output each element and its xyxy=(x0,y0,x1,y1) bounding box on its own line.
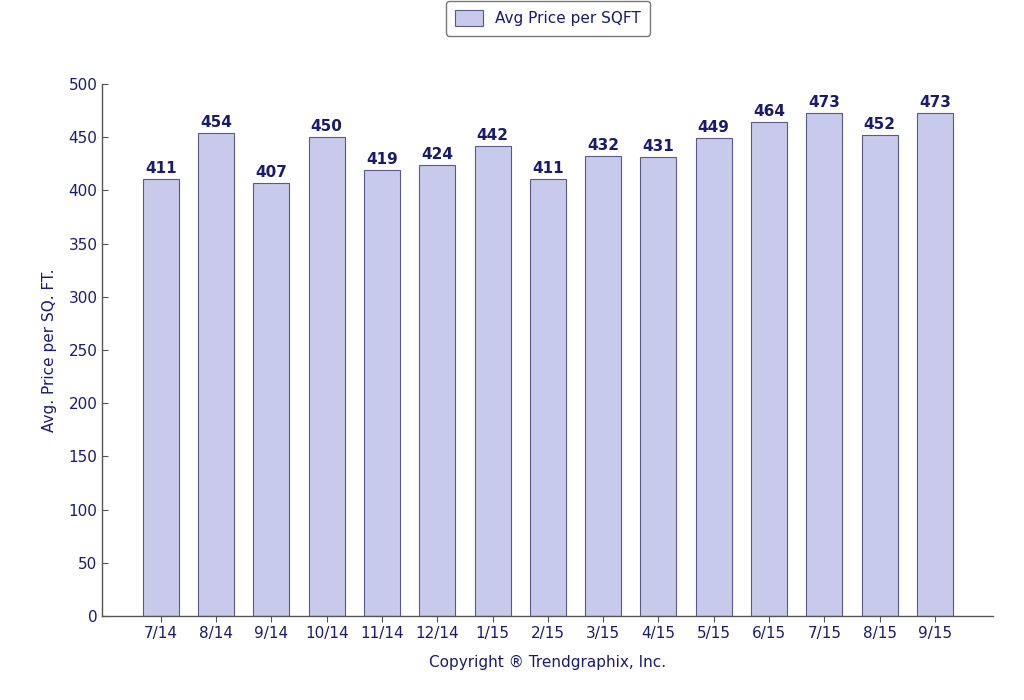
Bar xyxy=(861,135,897,616)
Bar xyxy=(474,146,511,616)
Bar xyxy=(254,183,290,616)
Text: 473: 473 xyxy=(919,94,950,109)
Text: 407: 407 xyxy=(256,164,288,180)
Y-axis label: Avg. Price per SQ. FT.: Avg. Price per SQ. FT. xyxy=(42,268,57,432)
Bar xyxy=(419,165,456,616)
Bar xyxy=(529,178,566,616)
Text: 411: 411 xyxy=(145,160,177,176)
Text: 450: 450 xyxy=(310,119,343,134)
Text: 452: 452 xyxy=(863,117,896,132)
Text: 411: 411 xyxy=(532,160,563,176)
Text: 449: 449 xyxy=(697,120,730,135)
Text: 442: 442 xyxy=(476,127,509,143)
Bar xyxy=(199,133,234,616)
Text: 419: 419 xyxy=(367,152,398,167)
Bar xyxy=(143,178,179,616)
X-axis label: Copyright ® Trendgraphix, Inc.: Copyright ® Trendgraphix, Inc. xyxy=(429,655,667,671)
Bar xyxy=(751,122,786,616)
Bar xyxy=(806,113,842,616)
Bar xyxy=(640,158,677,616)
Text: 431: 431 xyxy=(642,139,674,154)
Text: 424: 424 xyxy=(421,147,454,162)
Bar xyxy=(309,137,345,616)
Text: 432: 432 xyxy=(587,138,620,153)
Bar xyxy=(695,139,732,616)
Text: 464: 464 xyxy=(753,104,785,119)
Legend: Avg Price per SQFT: Avg Price per SQFT xyxy=(445,1,650,36)
Bar xyxy=(364,170,400,616)
Text: 454: 454 xyxy=(201,115,232,130)
Bar xyxy=(585,156,622,616)
Bar xyxy=(916,113,952,616)
Text: 473: 473 xyxy=(808,94,840,109)
